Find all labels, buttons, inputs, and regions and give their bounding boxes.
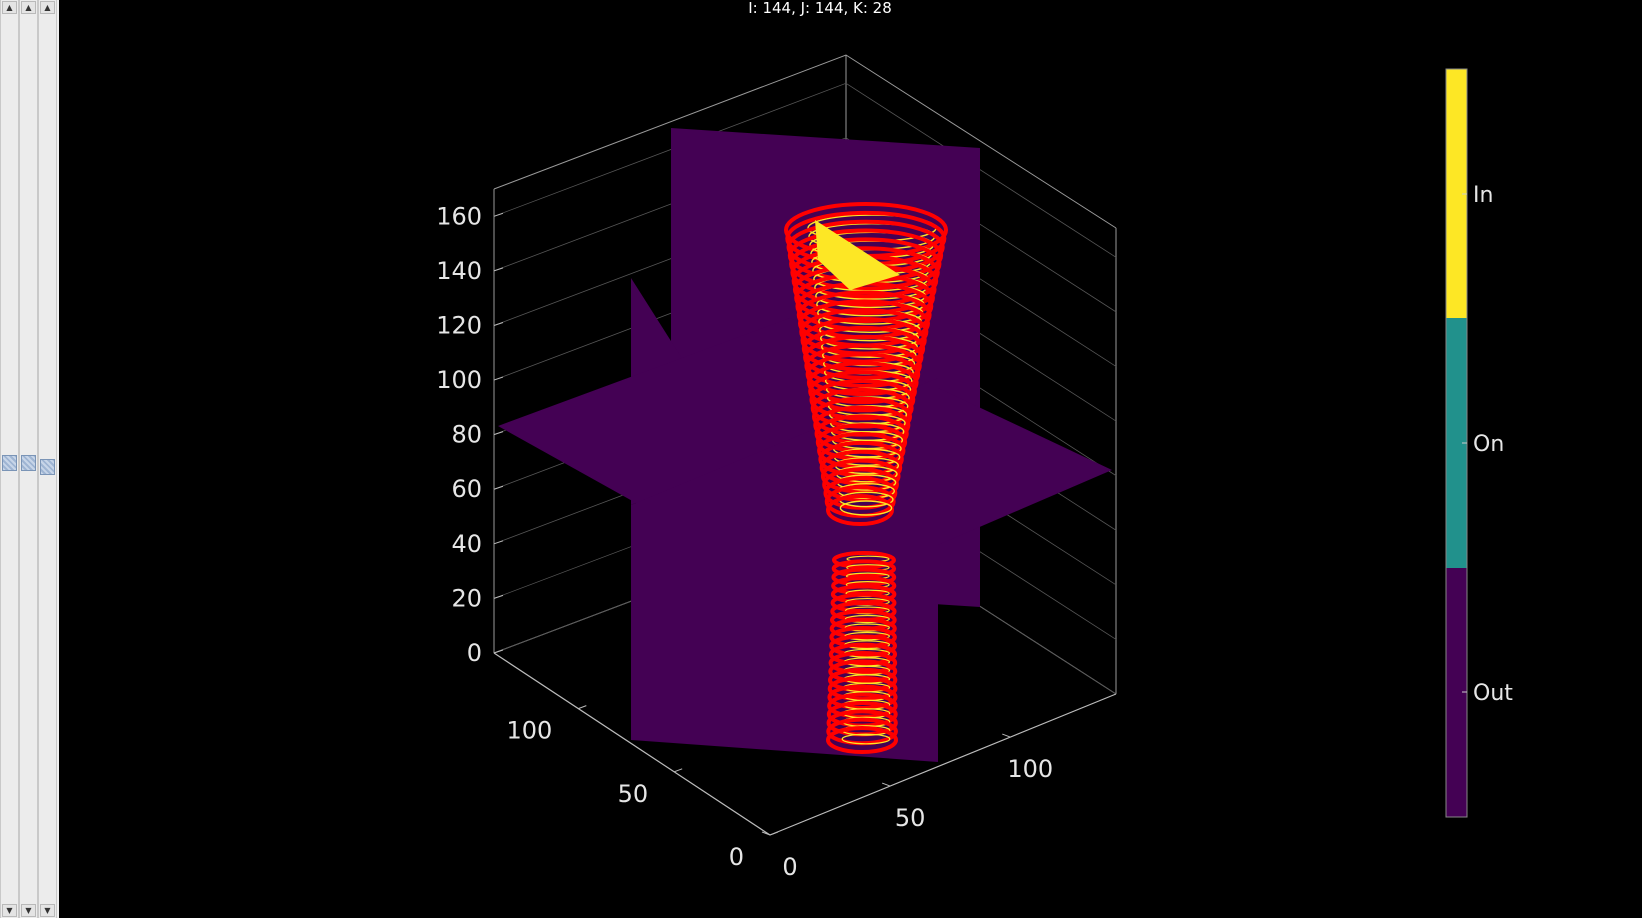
arrow-down-icon[interactable]: ▼ — [2, 904, 17, 917]
contour-ring — [824, 485, 896, 518]
colorbar-segment-on — [1446, 318, 1467, 568]
contour-inner — [841, 733, 891, 745]
contour-inner — [845, 606, 890, 615]
colorbar-label-on: On — [1473, 432, 1504, 457]
z-tick-label: 0 — [467, 639, 482, 667]
z-tick-mark — [493, 267, 504, 272]
z-tick-label: 80 — [451, 421, 482, 449]
colorbar-label-out: Out — [1473, 681, 1513, 706]
slider-i[interactable]: ▲ ▼ — [0, 0, 19, 918]
contour-ring — [828, 667, 898, 693]
x-tick-label: 100 — [1007, 755, 1053, 783]
contour-inner — [844, 614, 890, 624]
z-tick-label: 40 — [451, 530, 482, 558]
z-tick-label: 60 — [451, 475, 482, 503]
contour-ring — [803, 334, 924, 380]
arrow-down-icon[interactable]: ▼ — [21, 904, 36, 917]
z-tick-mark — [493, 376, 504, 381]
z-tick-label: 120 — [436, 311, 482, 339]
x-tick-mark — [1002, 733, 1011, 738]
y-tick-mark — [673, 768, 683, 773]
z-tick-labels: 0 20 40 60 80 100 120 140 160 — [436, 202, 504, 667]
arrow-down-icon[interactable]: ▼ — [40, 904, 55, 917]
colorbar: In On Out — [1445, 68, 1513, 818]
arrow-up-icon[interactable]: ▲ — [21, 1, 36, 14]
contour-ring — [805, 352, 921, 397]
z-tick-label: 140 — [436, 257, 482, 285]
contour-ring — [827, 676, 898, 702]
z-tick-mark — [493, 431, 504, 436]
y-tick-mark — [578, 705, 587, 710]
x-tick-label: 50 — [895, 804, 926, 832]
z-tick-mark — [493, 649, 504, 654]
contour-ring — [826, 494, 894, 526]
z-tick-label: 20 — [451, 584, 482, 612]
contour-ring — [790, 246, 940, 299]
colorbar-label-in: In — [1473, 183, 1493, 208]
arrow-up-icon[interactable]: ▲ — [2, 1, 17, 14]
z-tick-mark — [493, 321, 504, 326]
z-tick-mark — [493, 540, 504, 545]
arrow-up-icon[interactable]: ▲ — [40, 1, 55, 14]
y-tick-mark — [769, 831, 779, 836]
slider-k[interactable]: ▲ ▼ — [38, 0, 57, 918]
contour-ring — [806, 361, 919, 405]
x-tick-mark — [881, 782, 891, 787]
y-tick-label: 50 — [618, 780, 649, 808]
slider-thumb-icon[interactable] — [21, 455, 36, 471]
slice-slider-panel: ▲ ▼ ▲ ▼ ▲ ▼ — [0, 0, 59, 918]
contour-ring — [828, 651, 898, 675]
slice-index-readout: I: 144, J: 144, K: 28 — [748, 0, 892, 17]
contour-ring — [832, 551, 896, 569]
contour-ring — [827, 684, 898, 710]
colorbar-segment-out — [1446, 568, 1467, 817]
x-tick-labels: 0 50 100 — [761, 733, 1053, 881]
z-tick-label: 100 — [436, 366, 482, 394]
contour-ring — [808, 370, 917, 413]
contour-ring — [804, 343, 922, 388]
contour-inner — [845, 597, 890, 606]
slider-thumb-icon[interactable] — [2, 455, 17, 471]
contour-ring — [809, 378, 916, 421]
contour-ring — [831, 559, 897, 578]
x-tick-mark — [761, 831, 771, 836]
z-tick-mark — [493, 594, 504, 599]
axes-front — [493, 652, 1117, 836]
grid-line — [493, 137, 1117, 313]
x-tick-label: 0 — [782, 853, 797, 881]
contour-ring — [826, 726, 898, 754]
contour-ring — [789, 237, 942, 291]
contour-ring — [828, 642, 898, 666]
z-tick-mark — [493, 212, 504, 217]
contour-stack — [784, 202, 948, 754]
contour-ring — [823, 476, 898, 510]
slider-j[interactable]: ▲ ▼ — [19, 0, 38, 918]
isosurface-cap — [815, 220, 900, 290]
contour-ring — [828, 659, 898, 684]
z-tick-mark — [493, 485, 504, 490]
z-tick-label: 160 — [436, 202, 482, 230]
y-tick-label: 0 — [729, 843, 744, 871]
contour-ring — [801, 325, 926, 372]
contour-inner — [839, 500, 893, 516]
contour-ring — [820, 458, 901, 494]
slider-thumb-icon[interactable] — [40, 459, 55, 475]
colorbar-segment-in — [1446, 69, 1467, 318]
grid-line — [493, 82, 1117, 258]
y-tick-labels: 0 50 100 — [507, 705, 779, 871]
y-tick-label: 100 — [507, 717, 553, 745]
contour-ring — [822, 467, 899, 502]
contour-ring — [817, 432, 906, 470]
contour-ring — [829, 634, 897, 658]
